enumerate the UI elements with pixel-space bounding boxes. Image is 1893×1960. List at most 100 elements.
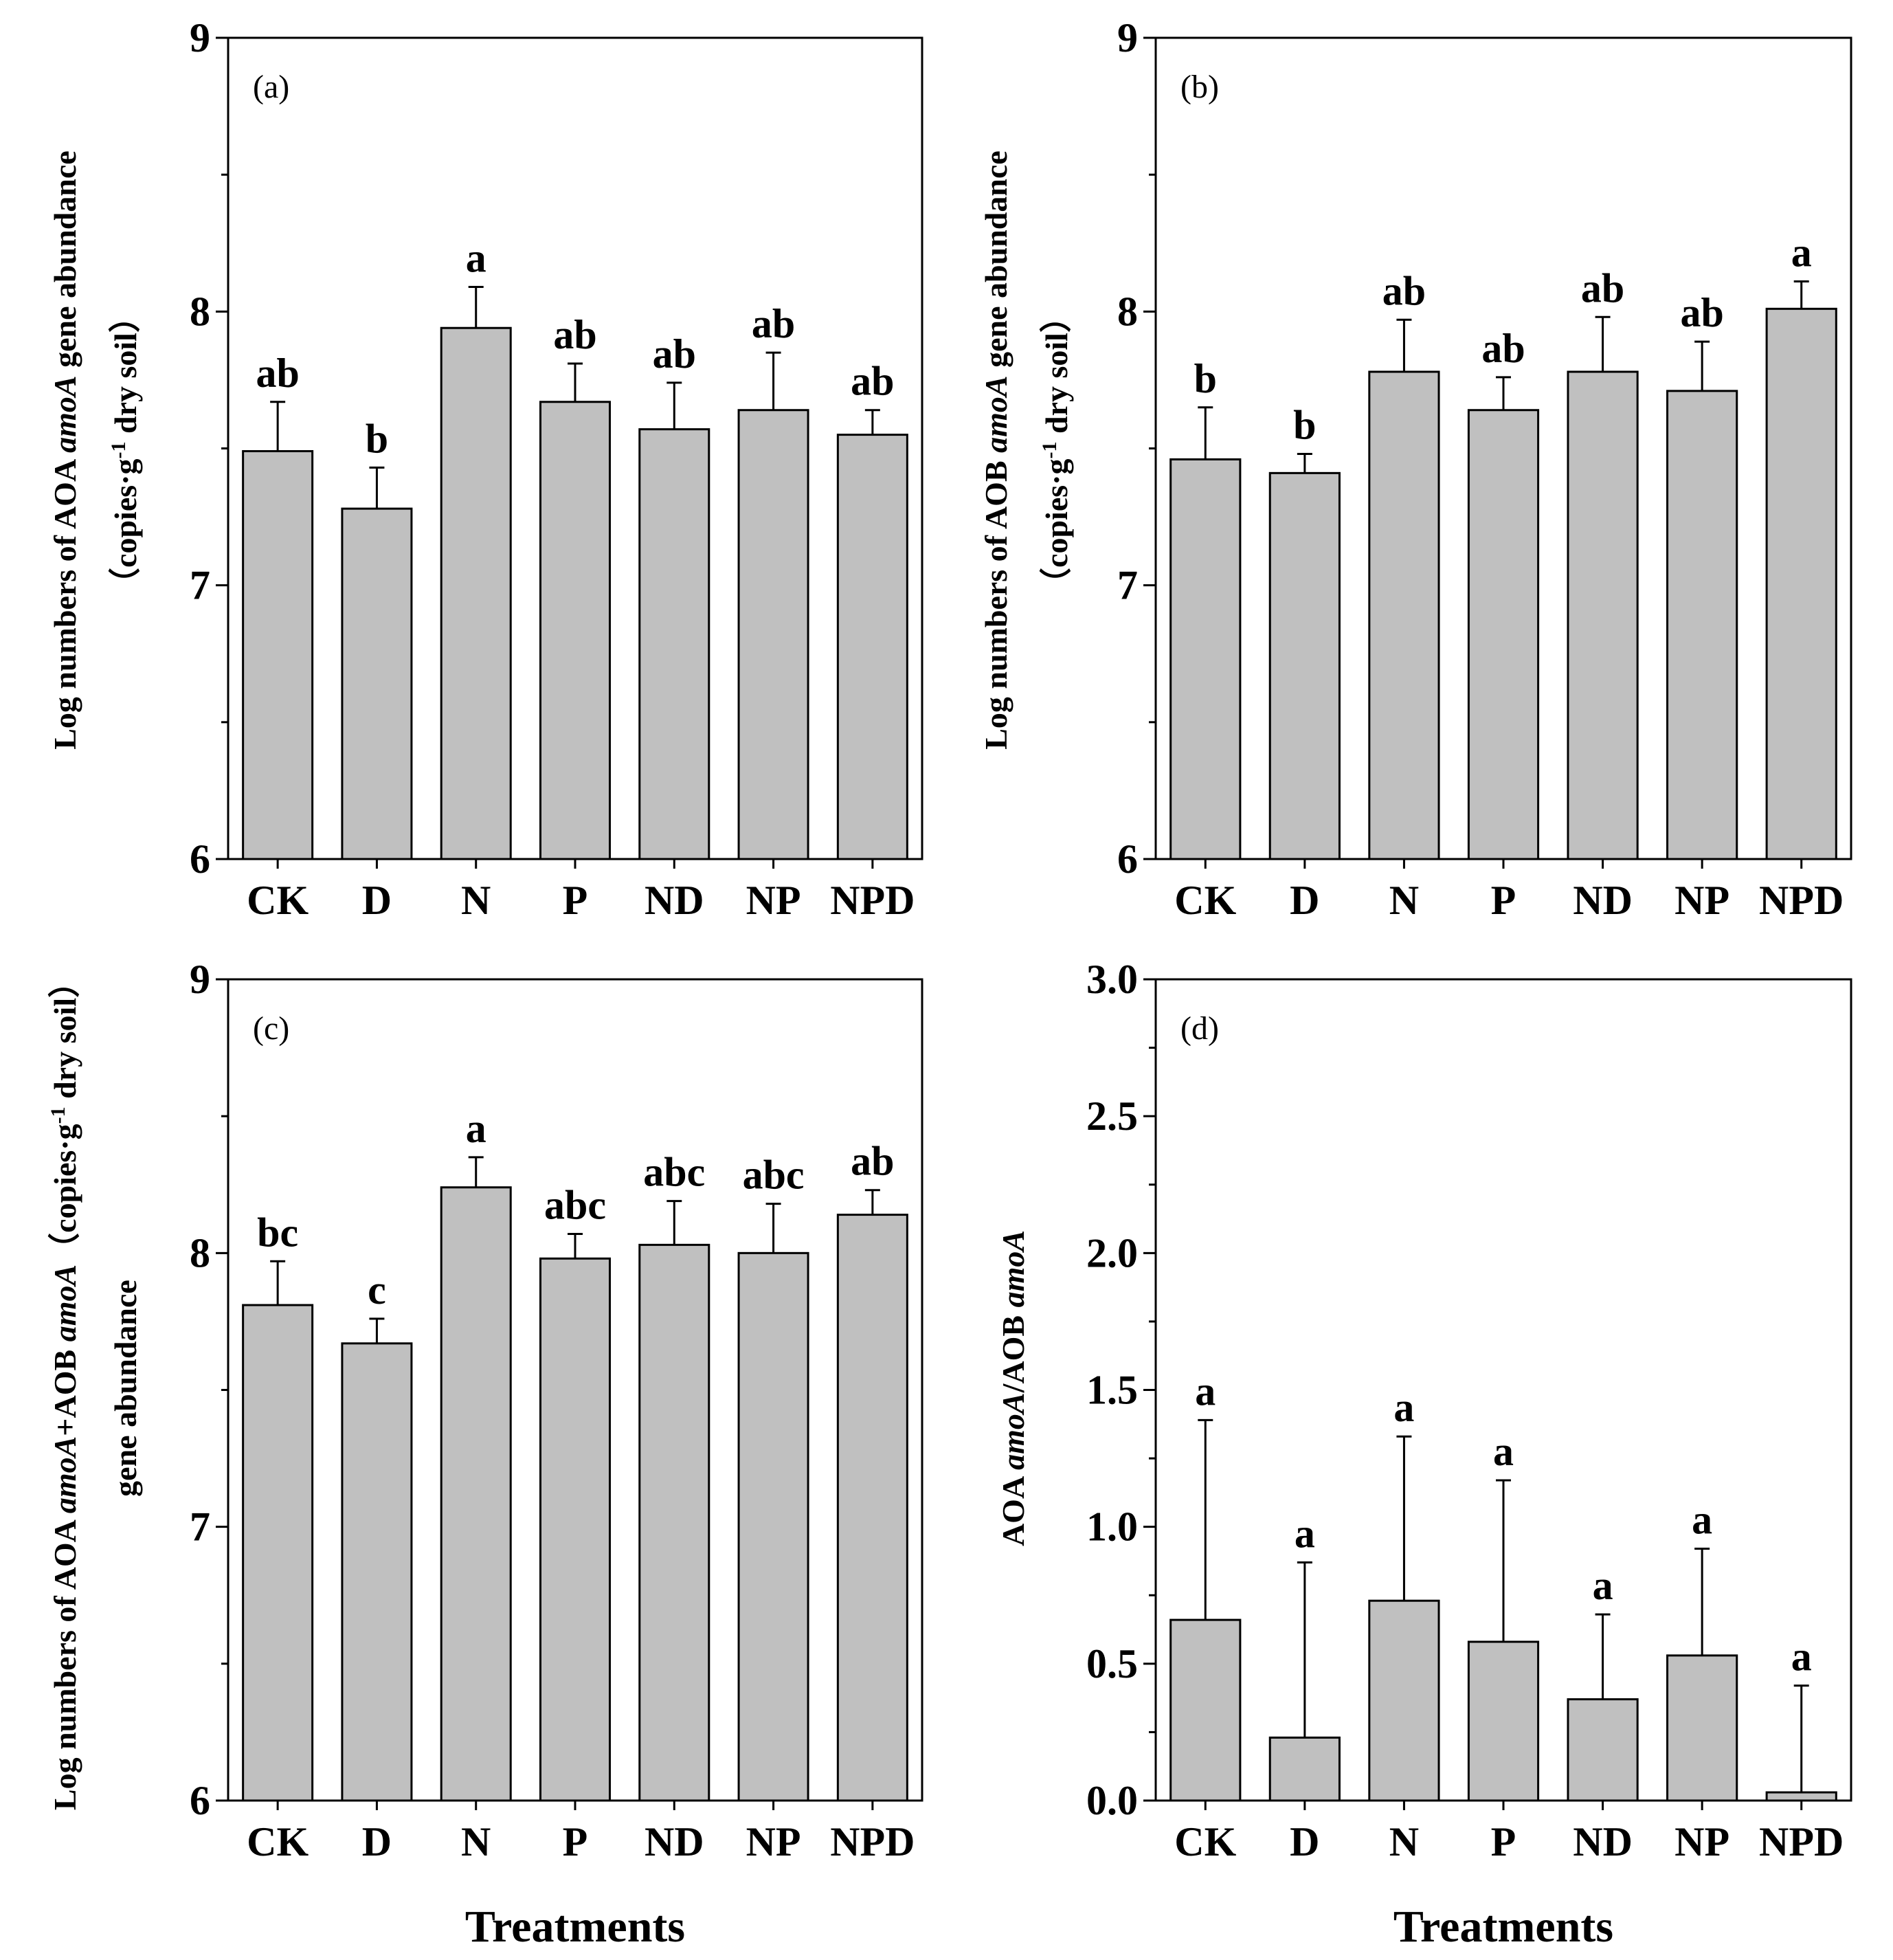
bar-N	[440, 326, 512, 860]
category-label-N: N	[461, 878, 491, 923]
bar-N	[1368, 1599, 1440, 1802]
y-axis-label-line2: （copies·g-1 dry soil）	[1038, 301, 1075, 599]
significance-label-N: a	[466, 1106, 486, 1151]
bar-D	[341, 507, 413, 860]
x-axis-label: Treatments	[465, 1902, 685, 1952]
y-tick-label: 0.5	[1086, 1641, 1138, 1686]
significance-label-D: b	[366, 416, 388, 461]
bar-ND	[1567, 1698, 1639, 1802]
category-label-P: P	[563, 878, 588, 923]
panel-b: b CK b Dab Nab Pab ND ab NP a NPD 6 7 8 9 (b) Log number…	[978, 15, 1852, 923]
bar-D	[341, 1342, 413, 1802]
bar-NP	[1666, 1654, 1738, 1802]
ylabel-run: Log numbers of AOA	[47, 1513, 82, 1810]
significance-label-D: a	[1295, 1511, 1315, 1556]
significance-label-D: b	[1293, 402, 1316, 447]
y-tick-label: 0.0	[1086, 1778, 1138, 1823]
category-label-P: P	[563, 1819, 588, 1864]
significance-label-ND: a	[1593, 1563, 1613, 1608]
ylabel-run: gene abundance	[108, 1280, 143, 1497]
significance-label-ND: ab	[1581, 265, 1624, 311]
category-label-D: D	[1290, 1819, 1319, 1864]
bar-NP	[737, 1251, 809, 1802]
significance-label-P: ab	[1481, 326, 1525, 371]
significance-label-NPD: a	[1791, 1634, 1812, 1680]
category-label-P: P	[1491, 1819, 1516, 1864]
significance-label-P: abc	[544, 1182, 606, 1227]
bar-NP	[737, 409, 809, 860]
significance-label-NP: abc	[743, 1152, 805, 1198]
bar-ND	[1567, 370, 1639, 860]
ylabel-run: dry soil）	[1039, 301, 1074, 441]
ylabel-run: amoA	[47, 1265, 82, 1341]
panel-label: (b)	[1180, 69, 1219, 105]
bar-N	[440, 1186, 512, 1802]
significance-label-NPD: ab	[851, 1139, 894, 1184]
y-tick-label: 7	[190, 563, 210, 608]
category-label-D: D	[1290, 878, 1319, 923]
bar-NPD	[1765, 1791, 1837, 1802]
category-label-NP: NP	[1674, 1819, 1729, 1864]
y-tick-label: 2.5	[1086, 1093, 1138, 1139]
significance-label-CK: a	[1195, 1368, 1216, 1414]
category-label-N: N	[1389, 1819, 1419, 1864]
category-label-NPD: NPD	[830, 878, 915, 923]
y-tick-label: 8	[190, 289, 210, 334]
significance-label-NPD: a	[1791, 230, 1812, 276]
bar-NPD	[1765, 307, 1837, 860]
y-tick-label: 2.0	[1086, 1230, 1138, 1276]
bar-CK	[242, 449, 314, 860]
category-label-NP: NP	[1674, 878, 1729, 923]
significance-label-CK: ab	[256, 350, 299, 396]
significance-label-CK: b	[1194, 356, 1217, 401]
y-tick-label: 3.0	[1086, 957, 1138, 1002]
y-tick-label: 6	[1117, 836, 1138, 882]
significance-label-P: a	[1493, 1429, 1514, 1474]
bar-CK	[242, 1304, 314, 1802]
panel-d: a CK a Da Na Pa ND a NP a NPD 0.0 0.5 1.0 1.5 2.0 2.5 3.0…	[996, 957, 1852, 1952]
category-label-NPD: NPD	[1759, 1819, 1844, 1864]
category-label-P: P	[1491, 878, 1516, 923]
category-label-ND: ND	[1573, 878, 1633, 923]
significance-label-P: ab	[553, 312, 596, 357]
y-axis-label: AOA amoA/AOB amoA	[996, 1230, 1031, 1546]
bar-P	[1467, 1640, 1540, 1802]
significance-label-NP: ab	[752, 301, 795, 346]
ylabel-run: gene abundance	[978, 151, 1013, 375]
significance-label-NPD: ab	[851, 359, 894, 404]
y-tick-label: 1.0	[1086, 1504, 1138, 1550]
y-tick-label: 8	[190, 1230, 210, 1276]
category-label-ND: ND	[645, 878, 704, 923]
ylabel-run: amoA	[978, 375, 1013, 452]
y-axis-label-line2: gene abundance	[108, 1280, 143, 1497]
bar-P	[539, 1257, 611, 1802]
category-label-NP: NP	[746, 1819, 801, 1864]
bar-NP	[1666, 390, 1738, 860]
bar-ND	[638, 1243, 710, 1802]
y-axis-label: Log numbers of AOA amoA+AOB amoA（copies·…	[47, 966, 83, 1810]
ylabel-run: Log numbers of AOB	[978, 453, 1013, 750]
significance-label-ND: abc	[643, 1150, 705, 1195]
y-tick-label: 7	[190, 1504, 210, 1550]
bar-D	[1268, 1736, 1341, 1802]
category-label-D: D	[362, 1819, 392, 1864]
panel-a: ab CK b Da Nab Pab ND ab NP ab NPD 6 7 8 9 (a) Log numbe…	[47, 15, 923, 923]
ylabel-run: +AOB	[47, 1341, 82, 1436]
significance-label-D: c	[368, 1267, 386, 1313]
ylabel-run: （copies·g	[1039, 459, 1074, 599]
category-label-D: D	[362, 878, 392, 923]
ylabel-run: amoA	[47, 375, 82, 452]
category-label-CK: CK	[1174, 878, 1236, 923]
significance-label-N: a	[1393, 1385, 1414, 1430]
category-label-CK: CK	[1174, 1819, 1236, 1864]
ylabel-run: dry soil）	[108, 301, 143, 441]
y-axis-label-line2: （copies·g-1 dry soil）	[107, 301, 144, 599]
ylabel-run: （copies·g	[47, 1124, 82, 1264]
bar-ND	[638, 428, 710, 860]
bar-NPD	[836, 434, 908, 860]
significance-label-NP: ab	[1680, 290, 1723, 335]
ylabel-run: Log numbers of AOA	[47, 453, 82, 750]
significance-label-N: ab	[1382, 268, 1426, 313]
